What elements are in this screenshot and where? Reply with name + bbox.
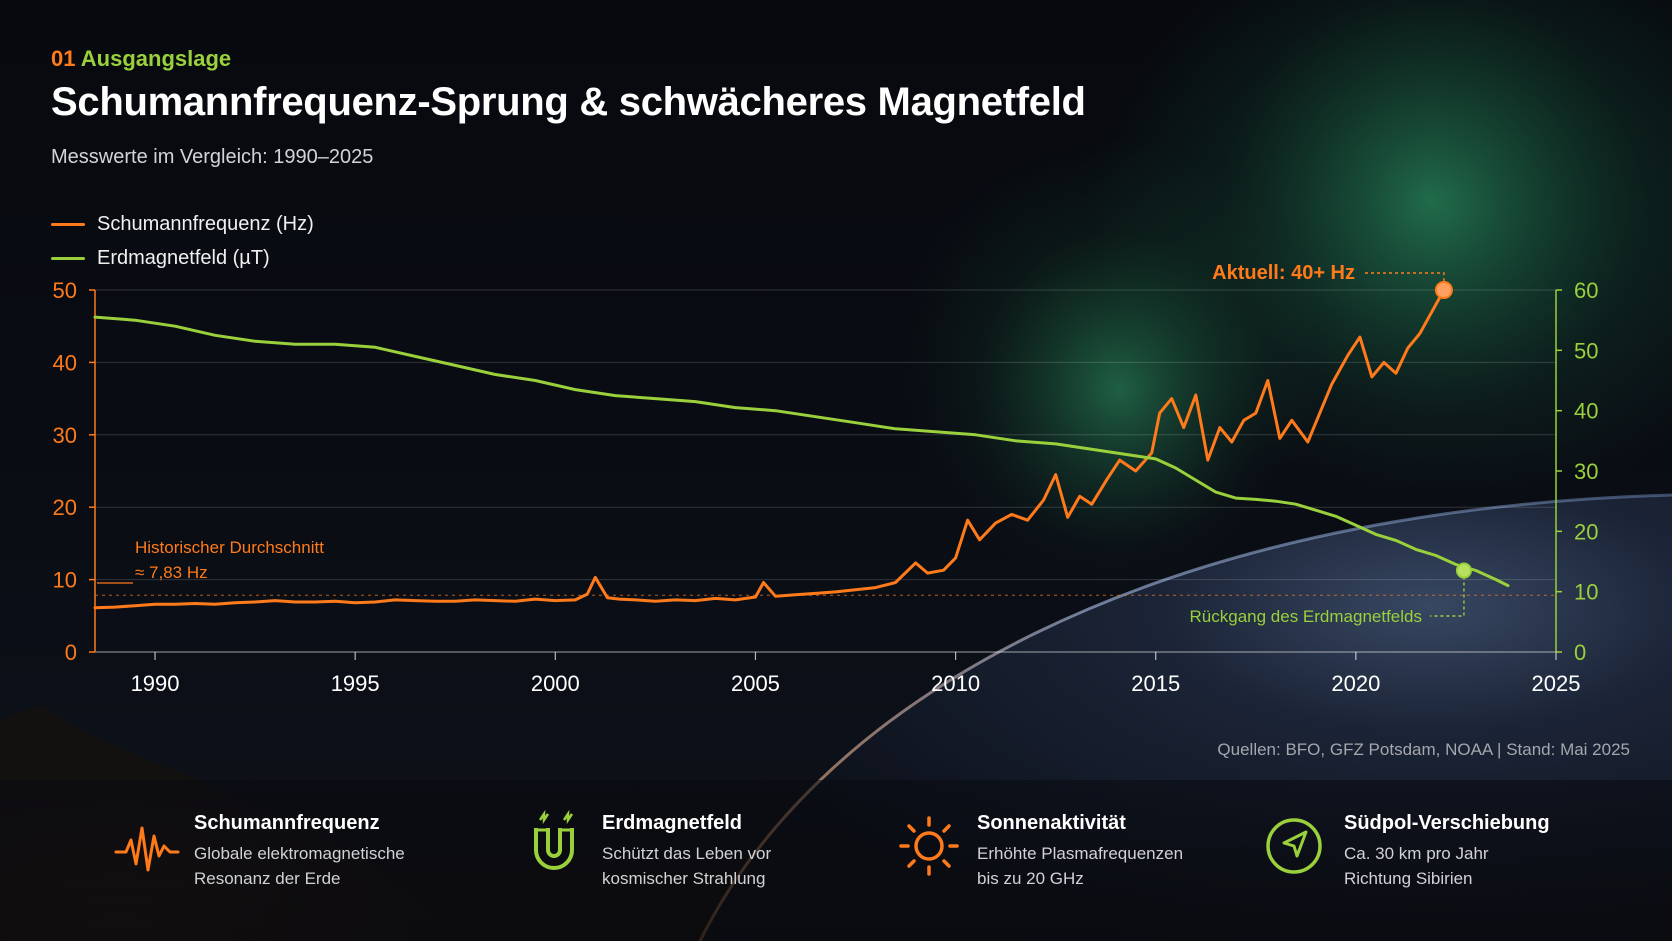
y-right-tick-label: 10 <box>1574 580 1598 605</box>
y-right-tick-label: 20 <box>1574 519 1598 544</box>
x-tick-label: 2015 <box>1131 671 1180 696</box>
annotations: Historischer Durchschnitt ≈ 7,83 Hz Aktu… <box>97 262 1472 626</box>
magnet-icon <box>534 810 574 870</box>
y-left-tick-label: 20 <box>53 495 77 520</box>
y-right-tick-label: 30 <box>1574 459 1598 484</box>
card-description: Schützt das Leben vor kosmischer Strahlu… <box>602 844 772 888</box>
y-right-tick-label: 0 <box>1574 640 1586 665</box>
aurora-glow-2 <box>970 230 1270 550</box>
info-card-sonne: Sonnenaktivität Erhöhte Plasmafrequenzen… <box>895 810 1183 891</box>
info-card-schumann: Schumannfrequenz Globale elektromagnetis… <box>112 810 405 891</box>
waveform-icon <box>114 826 180 872</box>
series-line-schumann <box>93 288 1446 610</box>
chart-legend: Schumannfrequenz (Hz) Erdmagnetfeld (µT) <box>51 207 314 275</box>
annotation-decline: Rückgang des Erdmagnetfelds <box>1190 607 1422 626</box>
page-title: Schumannfrequenz-Sprung & schwächeres Ma… <box>51 80 1086 124</box>
info-card-suedpol: Südpol-Verschiebung Ca. 30 km pro Jahr R… <box>1262 810 1550 891</box>
source-note: Quellen: BFO, GFZ Potsdam, NOAA | Stand:… <box>1217 740 1630 759</box>
legend-label-magnetfeld: Erdmagnetfeld (µT) <box>97 246 270 269</box>
annotation-historic-value: ≈ 7,83 Hz <box>135 563 208 582</box>
annotation-leader-decline <box>1430 570 1465 617</box>
page-subtitle: Messwerte im Vergleich: 1990–2025 <box>51 146 374 168</box>
x-tick-label: 2010 <box>931 671 980 696</box>
legend-swatch-orange <box>51 222 85 226</box>
y-left-tick-label: 30 <box>53 423 77 448</box>
card-title: Schumannfrequenz <box>194 812 380 834</box>
card-description: Erhöhte Plasmafrequenzen bis zu 20 GHz <box>977 844 1184 888</box>
card-title: Sonnenaktivität <box>977 812 1126 834</box>
x-tick-label: 2020 <box>1331 671 1380 696</box>
annotation-leader-current <box>1365 272 1445 290</box>
legend-swatch-green <box>51 256 85 260</box>
decline-marker <box>1455 562 1472 579</box>
x-tick-label: 2025 <box>1532 671 1581 696</box>
annotation-current-value: Aktuell: 40+ Hz <box>1212 262 1355 284</box>
y-right-tick-label: 60 <box>1574 278 1598 303</box>
x-tick-label: 1990 <box>131 671 180 696</box>
current-value-marker <box>1434 281 1453 299</box>
card-title: Erdmagnetfeld <box>602 812 743 834</box>
section-label: Ausgangslage <box>80 46 232 71</box>
axes: 0 10 20 30 40 50 0 10 20 30 40 50 60 1990 1995 2000 2005… <box>53 278 1599 696</box>
series-line-magnetfeld <box>93 315 1510 588</box>
y-right-tick-label: 50 <box>1574 338 1598 363</box>
annotation-historic-average: Historischer Durchschnitt <box>135 538 324 557</box>
y-left-tick-label: 50 <box>53 278 77 303</box>
aurora-glow <box>1220 0 1640 420</box>
navigation-icon <box>1266 818 1322 874</box>
legend-item-magnetfeld: Erdmagnetfeld (µT) <box>51 241 314 275</box>
section-kicker: 01 Ausgangslage <box>51 46 231 72</box>
section-number: 01 <box>51 46 76 71</box>
sun-icon <box>899 816 959 876</box>
series-lines <box>93 288 1510 610</box>
card-description: Ca. 30 km pro Jahr Richtung Sibirien <box>1344 844 1489 888</box>
x-tick-label: 1995 <box>331 671 380 696</box>
legend-item-schumann: Schumannfrequenz (Hz) <box>51 207 314 241</box>
x-tick-label: 2000 <box>531 671 580 696</box>
card-description: Globale elektromagnetische Resonanz der … <box>194 844 405 888</box>
grid-lines <box>95 289 1556 653</box>
y-left-tick-label: 40 <box>53 350 77 375</box>
x-tick-label: 2005 <box>731 671 780 696</box>
info-footer: Schumannfrequenz Globale elektromagnetis… <box>0 780 1672 941</box>
info-card-magnetfeld: Erdmagnetfeld Schützt das Leben vor kosm… <box>520 810 771 891</box>
y-left-tick-label: 10 <box>53 568 77 593</box>
y-left-tick-label: 0 <box>65 640 77 665</box>
y-right-tick-label: 40 <box>1574 399 1598 424</box>
legend-label-schumann: Schumannfrequenz (Hz) <box>97 212 314 235</box>
card-title: Südpol-Verschiebung <box>1344 812 1550 834</box>
